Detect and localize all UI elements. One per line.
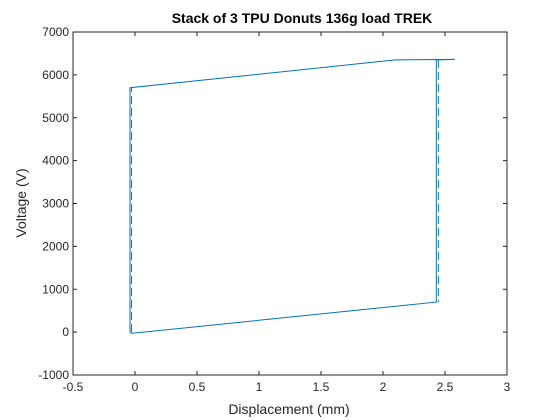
- x-tick-label: 2.5: [437, 380, 454, 394]
- x-tick-label: 3: [504, 380, 511, 394]
- plot-area: -0.5 0 0.5 1 1.5 2 2.5 3 -1000 0 1000 2000 3000 4000 5…: [38, 25, 510, 394]
- y-tick-label: 5000: [42, 111, 69, 125]
- x-tick-label: 0.5: [189, 380, 206, 394]
- y-axis-label: Voltage (V): [13, 168, 29, 237]
- y-tick-label: 4000: [42, 154, 69, 168]
- y-tick-label: 7000: [42, 25, 69, 39]
- x-tick-label: 1: [256, 380, 263, 394]
- y-tick-label: -1000: [38, 368, 69, 382]
- y-tick-label: 1000: [42, 282, 69, 296]
- y-tick-label: 3000: [42, 197, 69, 211]
- y-tick-label: 2000: [42, 239, 69, 253]
- series-line: [129, 58, 455, 334]
- x-tick-label: 2: [380, 380, 387, 394]
- x-tick-label: 1.5: [313, 380, 330, 394]
- chart-title: Stack of 3 TPU Donuts 136g load TREK: [172, 10, 433, 26]
- x-tick-label: -0.5: [63, 380, 84, 394]
- x-tick-label: 0: [132, 380, 139, 394]
- x-axis-label: Displacement (mm): [228, 401, 349, 417]
- y-tick-label: 0: [62, 325, 69, 339]
- y-tick-label: 6000: [42, 68, 69, 82]
